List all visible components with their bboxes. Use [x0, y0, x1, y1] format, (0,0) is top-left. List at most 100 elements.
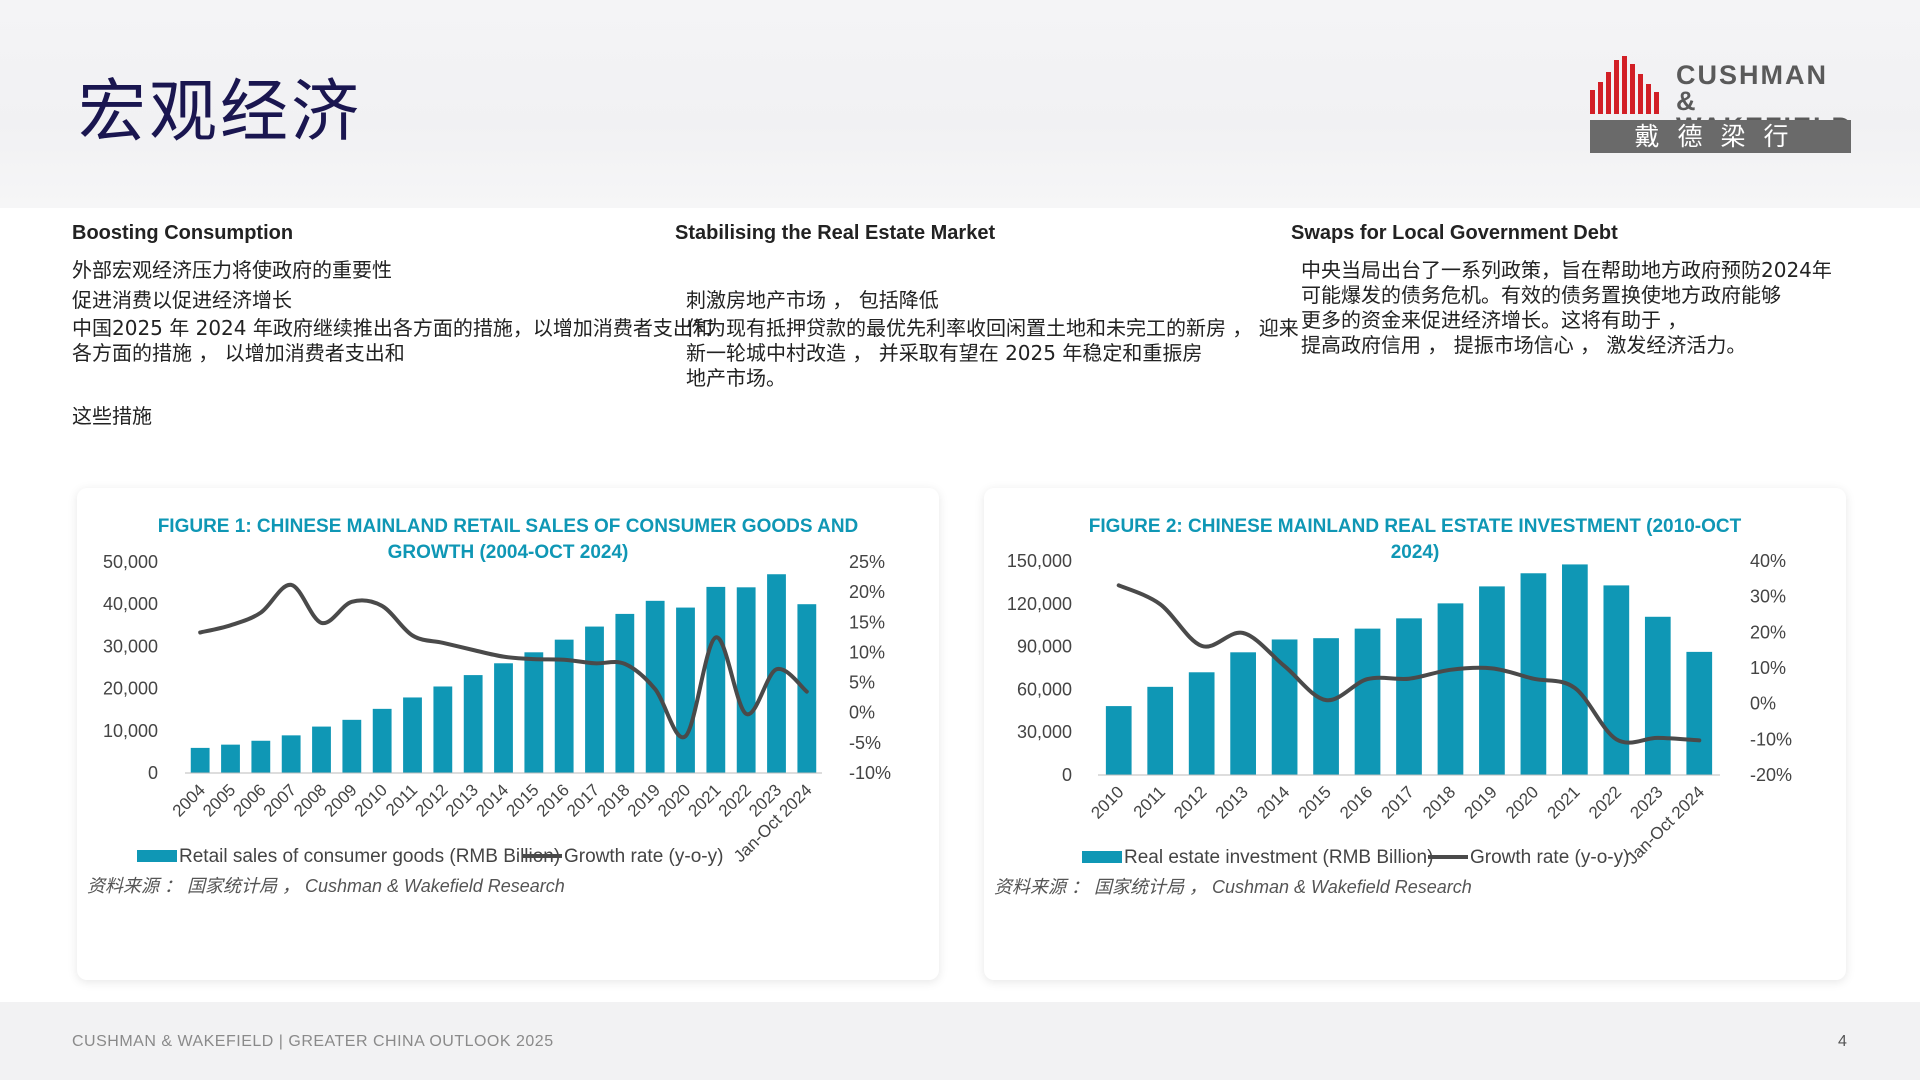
column1-line2: 促进消费以促进经济增长 [72, 288, 292, 312]
x-axis-tick-label: 2019 [1461, 782, 1501, 822]
left-axis-tick-label: 150,000 [1007, 551, 1072, 571]
bar [1603, 585, 1630, 775]
right-axis-tick-label: 0% [849, 703, 875, 723]
figure2-chart: FIGURE 2: CHINESE MAINLAND REAL ESTATE I… [994, 516, 1792, 897]
right-axis-tick-label: -10% [1750, 729, 1792, 749]
legend-bar-swatch [1082, 851, 1122, 863]
x-axis-tick-label: 2020 [1502, 782, 1542, 822]
page-title: 宏观经济 [78, 73, 363, 152]
column-title-consumption: Boosting Consumption [72, 222, 294, 244]
bar [1644, 616, 1671, 775]
bar [736, 587, 756, 773]
right-axis-tick-label: -10% [849, 763, 891, 783]
right-axis-tick-label: 10% [849, 642, 885, 662]
x-axis-tick-label: 2005 [199, 780, 239, 820]
bar [433, 686, 453, 773]
figure1-panel: FIGURE 1: CHINESE MAINLAND RETAIL SALES … [77, 488, 939, 980]
x-axis-tick-label: 2016 [1336, 782, 1376, 822]
left-axis-tick-label: 10,000 [103, 721, 158, 741]
column3-line1: 中央当局出台了一系列政策，旨在帮助地方政府预防2024年 [1301, 258, 1832, 282]
bar [676, 607, 695, 773]
right-axis-tick-label: 25% [849, 552, 885, 572]
left-axis-tick-label: 30,000 [103, 636, 158, 656]
x-axis-tick-label: 2022 [1585, 782, 1625, 822]
x-axis-tick-label: 2018 [1419, 782, 1459, 822]
growth-rate-line [1116, 583, 1702, 745]
page-number: 4 [1838, 1033, 1847, 1050]
bar [585, 626, 604, 773]
chart-title-line2: 2024) [1391, 542, 1440, 563]
bar [1686, 651, 1713, 775]
column1-line3: 中国2025 年 2024 年政府继续推出各方面的措施，以增加消费者支出和 [72, 316, 713, 340]
column1-line1: 外部宏观经济压力将使政府的重要性 [72, 258, 392, 282]
x-axis-tick-label: 2019 [624, 780, 664, 820]
bar [221, 744, 240, 773]
bar [615, 613, 635, 773]
bar [1354, 628, 1381, 775]
x-axis-tick-label: 2010 [1087, 782, 1127, 822]
bar [706, 586, 726, 773]
logo-bars-icon [1590, 56, 1659, 114]
x-axis-tick-label: 2015 [1295, 782, 1335, 822]
right-axis-tick-label: 30% [1750, 587, 1786, 607]
column1-line4: 各方面的措施 ， 以增加消费者支出和 [72, 341, 405, 365]
left-axis-tick-label: 50,000 [103, 552, 158, 572]
chart-source: 资料来源 ： 国家统计局 ， Cushman & Wakefield Resea… [994, 877, 1472, 897]
growth-rate-line [198, 582, 809, 740]
left-axis-tick-label: 30,000 [1017, 722, 1072, 742]
bar [463, 675, 483, 773]
x-axis-tick-label: 2017 [1378, 782, 1418, 822]
left-axis-tick-label: 40,000 [103, 594, 158, 614]
x-axis-tick-label: 2004 [169, 780, 209, 820]
x-axis-tick-label: 2022 [715, 780, 755, 820]
right-axis-tick-label: -20% [1750, 765, 1792, 785]
company-logo: CUSHMAN & WAKEFIELD 戴德梁行 [1588, 56, 1853, 156]
bar [1396, 618, 1422, 775]
column3-line2: 可能爆发的债务危机。有效的债务置换使地方政府能够 [1301, 283, 1781, 307]
left-axis-tick-label: 60,000 [1017, 679, 1072, 699]
bar [1147, 686, 1174, 775]
logo-line1: CUSHMAN & [1676, 60, 1828, 116]
legend-bar-swatch [137, 850, 177, 862]
bar [1520, 573, 1547, 775]
column3-line4: 提高政府信用 ， 提振市场信心 ， 激发经济活力。 [1301, 333, 1747, 357]
right-axis-tick-label: 5% [849, 673, 875, 693]
left-axis-tick-label: 20,000 [103, 679, 158, 699]
x-axis-tick-label: 2011 [1130, 782, 1169, 821]
bar [1313, 638, 1339, 775]
x-axis-tick-label: 2017 [563, 780, 603, 820]
bar [1562, 564, 1588, 775]
bar [1105, 706, 1132, 775]
right-axis-tick-label: 40% [1750, 551, 1786, 571]
bar [797, 604, 817, 773]
left-axis-tick-label: 0 [1062, 765, 1072, 785]
bar [1188, 672, 1215, 775]
x-axis-tick-label: 2009 [320, 780, 360, 820]
bar [342, 719, 362, 773]
right-axis-tick-label: -5% [849, 733, 881, 753]
bar [372, 708, 392, 773]
chart-source: 资料来源 ： 国家统计局 ， Cushman & Wakefield Resea… [87, 876, 565, 896]
right-axis-tick-label: 10% [1750, 658, 1786, 678]
column1-line5: 这些措施 [72, 404, 152, 428]
x-axis-tick-label: 2012 [411, 780, 451, 820]
bar [1271, 639, 1298, 775]
footer-text: CUSHMAN & WAKEFIELD | GREATER CHINA OUTL… [72, 1033, 554, 1050]
column3-line3: 更多的资金来促进经济增长。这将有助于 ， [1301, 308, 1688, 332]
x-axis-tick-label: 2015 [502, 780, 542, 820]
column-title-real-estate: Stabilising the Real Estate Market [675, 222, 996, 244]
bar [1479, 586, 1505, 775]
legend-bar-label: Real estate investment (RMB Billion) [1124, 847, 1433, 868]
column2-line3: 新一轮城中村改造 ， 并采取有望在 2025 年稳定和重振房 [686, 341, 1203, 365]
column-title-debt: Swaps for Local Government Debt [1291, 222, 1618, 244]
x-axis-tick-label: 2018 [593, 780, 633, 820]
x-axis-tick-label: 2020 [654, 780, 694, 820]
bar [1437, 603, 1464, 775]
right-axis-tick-label: 20% [1750, 622, 1786, 642]
left-axis-tick-label: 0 [148, 763, 158, 783]
bar [190, 747, 210, 773]
bar [1230, 652, 1256, 775]
chart-title-line2: GROWTH (2004-OCT 2024) [388, 542, 629, 563]
legend-bar-label: Retail sales of consumer goods (RMB Bill… [179, 846, 560, 867]
right-axis-tick-label: 20% [849, 582, 885, 602]
